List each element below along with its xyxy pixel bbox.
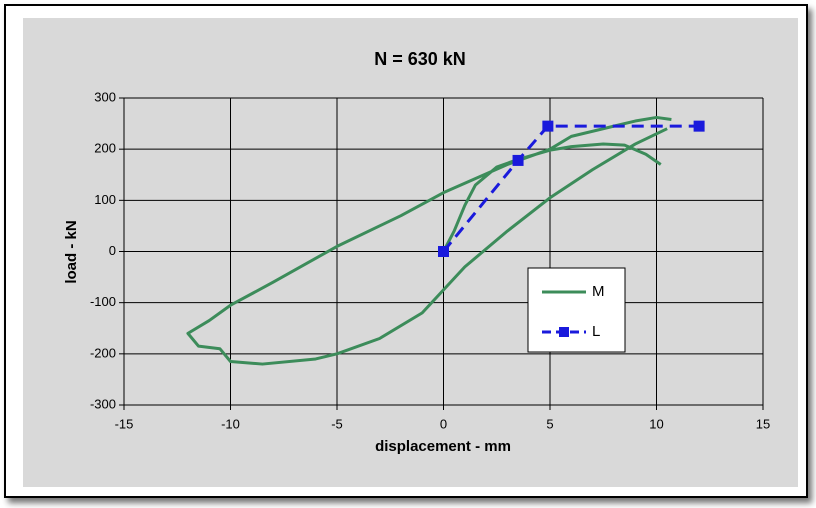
- point-marker: [438, 246, 449, 257]
- series-line: [442, 124, 700, 253]
- point-marker: [693, 120, 705, 132]
- x-tick-label: -10: [221, 416, 240, 431]
- x-tick-label: -5: [331, 416, 343, 431]
- x-tick-label: 5: [546, 416, 553, 431]
- x-tick-label: 15: [756, 416, 770, 431]
- legend-label: M: [592, 283, 605, 300]
- y-tick-label: -100: [90, 294, 116, 309]
- x-tick-label: 10: [649, 416, 663, 431]
- series-line: [186, 115, 672, 366]
- chart-title: N = 630 kN: [374, 49, 466, 69]
- y-tick-label: 300: [94, 89, 116, 104]
- legend-marker: [559, 327, 569, 337]
- y-tick-label: -300: [90, 396, 116, 411]
- chart-panel: [23, 18, 798, 487]
- y-tick-label: 0: [109, 243, 116, 258]
- x-tick-label: 0: [440, 416, 447, 431]
- y-tick-label: 100: [94, 192, 116, 207]
- y-tick-label: 200: [94, 141, 116, 156]
- point-marker: [512, 154, 524, 166]
- y-tick-label: -200: [90, 345, 116, 360]
- legend-box: [527, 267, 626, 353]
- point-marker: [542, 120, 554, 132]
- y-axis-label: load - kN: [63, 220, 80, 283]
- x-tick-label: -15: [115, 416, 134, 431]
- legend-label: L: [592, 323, 600, 340]
- x-axis-label: displacement - mm: [375, 438, 511, 455]
